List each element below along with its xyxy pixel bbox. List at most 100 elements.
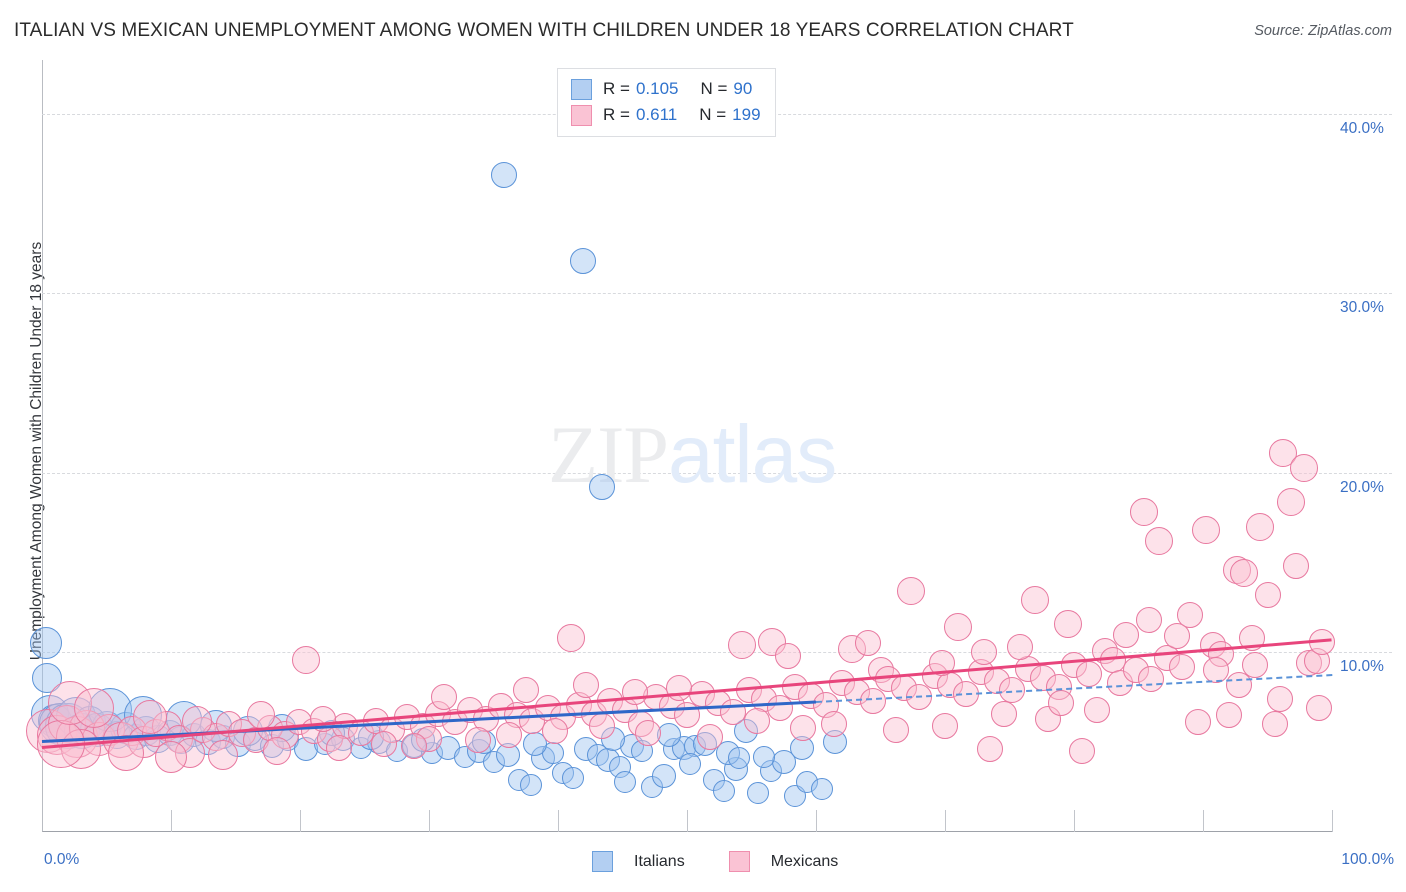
- data-point-pink[interactable]: [1006, 634, 1033, 661]
- data-point-pink[interactable]: [588, 713, 615, 740]
- data-point-pink[interactable]: [1308, 628, 1335, 655]
- data-point-pink[interactable]: [1254, 582, 1281, 608]
- data-point-pink[interactable]: [859, 687, 886, 714]
- data-point-pink[interactable]: [906, 684, 933, 711]
- data-point-pink[interactable]: [1021, 586, 1050, 615]
- data-point-blue[interactable]: [490, 161, 517, 188]
- data-point-pink[interactable]: [929, 650, 956, 677]
- data-point-pink[interactable]: [1239, 625, 1266, 652]
- data-point-pink[interactable]: [310, 705, 337, 732]
- data-point-pink[interactable]: [1084, 696, 1111, 723]
- data-point-pink[interactable]: [1245, 512, 1274, 541]
- data-point-pink[interactable]: [1145, 527, 1174, 556]
- data-point-pink[interactable]: [766, 695, 793, 722]
- data-point-blue[interactable]: [746, 781, 769, 804]
- data-point-pink[interactable]: [495, 722, 522, 749]
- data-point-pink[interactable]: [370, 731, 397, 758]
- data-point-blue[interactable]: [588, 474, 615, 501]
- data-point-blue[interactable]: [562, 767, 585, 790]
- data-point-pink[interactable]: [782, 673, 809, 700]
- data-point-pink[interactable]: [431, 684, 458, 711]
- data-point-pink[interactable]: [542, 718, 569, 745]
- data-point-pink[interactable]: [1053, 609, 1082, 638]
- series-legend-item-pink[interactable]: Mexicans: [728, 851, 838, 872]
- data-point-pink[interactable]: [1112, 621, 1139, 648]
- data-point-pink[interactable]: [999, 677, 1026, 704]
- data-point-pink[interactable]: [573, 671, 600, 698]
- r-value: 0.611: [635, 105, 678, 124]
- data-point-pink[interactable]: [1135, 607, 1162, 634]
- data-point-pink[interactable]: [991, 700, 1018, 727]
- data-point-blue[interactable]: [713, 779, 736, 802]
- data-point-pink[interactable]: [400, 732, 427, 759]
- data-point-pink[interactable]: [952, 680, 979, 707]
- data-point-pink[interactable]: [635, 720, 662, 747]
- data-point-pink[interactable]: [743, 707, 770, 734]
- data-point-pink[interactable]: [666, 675, 693, 702]
- data-point-pink[interactable]: [1306, 695, 1333, 722]
- data-point-pink[interactable]: [697, 723, 724, 750]
- data-point-pink[interactable]: [1276, 487, 1305, 516]
- data-point-pink[interactable]: [247, 701, 276, 730]
- data-point-pink[interactable]: [107, 735, 144, 771]
- data-point-blue[interactable]: [614, 770, 637, 793]
- data-point-pink[interactable]: [728, 631, 757, 660]
- data-point-pink[interactable]: [1169, 653, 1196, 680]
- data-point-pink[interactable]: [207, 739, 238, 770]
- x-axis-tick: [300, 810, 301, 832]
- data-point-pink[interactable]: [1226, 671, 1253, 698]
- data-point-pink[interactable]: [1138, 666, 1165, 693]
- data-point-pink[interactable]: [854, 630, 881, 657]
- series-legend-item-blue[interactable]: Italians: [592, 851, 685, 872]
- data-point-pink[interactable]: [1230, 559, 1259, 588]
- data-point-blue[interactable]: [753, 745, 776, 768]
- data-point-pink[interactable]: [674, 702, 700, 729]
- data-point-blue[interactable]: [727, 747, 750, 770]
- data-point-pink[interactable]: [37, 720, 86, 769]
- data-point-blue[interactable]: [569, 248, 596, 275]
- data-point-pink[interactable]: [622, 678, 649, 705]
- data-point-pink[interactable]: [790, 714, 817, 741]
- data-point-pink[interactable]: [292, 645, 321, 674]
- data-point-pink[interactable]: [897, 577, 926, 606]
- data-point-pink[interactable]: [1191, 516, 1220, 545]
- data-point-pink[interactable]: [512, 677, 539, 704]
- data-point-pink[interactable]: [73, 688, 114, 729]
- data-point-pink[interactable]: [1282, 553, 1309, 580]
- data-point-pink[interactable]: [1184, 709, 1211, 736]
- data-point-pink[interactable]: [1289, 453, 1318, 482]
- data-point-blue[interactable]: [519, 774, 542, 797]
- data-point-pink[interactable]: [1215, 702, 1242, 729]
- data-point-pink[interactable]: [720, 698, 747, 725]
- data-point-pink[interactable]: [465, 727, 492, 754]
- data-point-pink[interactable]: [325, 734, 352, 761]
- data-point-pink[interactable]: [1164, 623, 1191, 650]
- data-point-pink[interactable]: [1262, 711, 1289, 738]
- data-point-blue[interactable]: [678, 752, 701, 775]
- data-point-pink[interactable]: [1068, 738, 1095, 765]
- data-point-pink[interactable]: [932, 713, 958, 740]
- data-point-pink[interactable]: [1202, 657, 1229, 684]
- data-point-pink[interactable]: [774, 643, 801, 670]
- data-point-blue[interactable]: [811, 777, 834, 800]
- data-point-pink[interactable]: [1099, 646, 1126, 673]
- data-point-pink[interactable]: [943, 613, 972, 642]
- data-point-blue[interactable]: [32, 662, 63, 693]
- data-point-pink[interactable]: [977, 736, 1004, 763]
- data-point-pink[interactable]: [1048, 689, 1075, 716]
- data-point-pink[interactable]: [133, 700, 168, 735]
- data-point-pink[interactable]: [1129, 498, 1158, 527]
- data-point-pink[interactable]: [1076, 661, 1103, 687]
- data-point-pink[interactable]: [1267, 686, 1294, 713]
- data-point-pink[interactable]: [262, 737, 291, 766]
- data-point-blue[interactable]: [29, 627, 62, 660]
- data-point-pink[interactable]: [155, 740, 187, 773]
- data-point-blue[interactable]: [651, 764, 676, 789]
- data-point-pink[interactable]: [519, 707, 546, 734]
- data-point-pink[interactable]: [970, 639, 997, 666]
- data-point-pink[interactable]: [556, 624, 585, 653]
- data-point-pink[interactable]: [181, 705, 212, 736]
- data-point-pink[interactable]: [347, 720, 374, 747]
- data-point-pink[interactable]: [882, 716, 909, 743]
- data-point-pink[interactable]: [821, 711, 848, 738]
